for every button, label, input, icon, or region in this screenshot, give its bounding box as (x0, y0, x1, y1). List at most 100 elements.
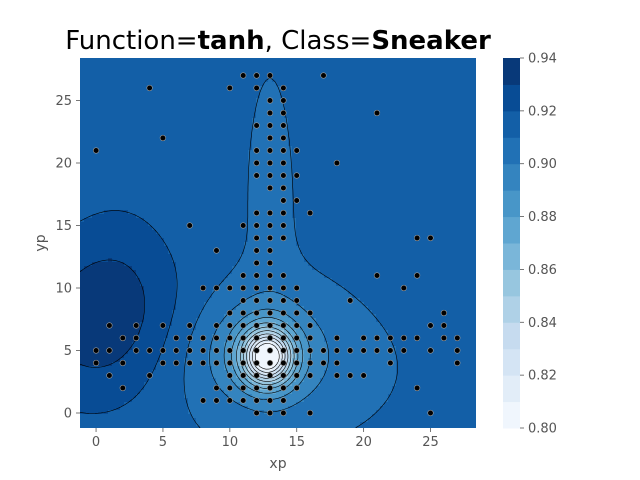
data-point (293, 284, 300, 292)
y-tick-label: 25 (55, 94, 72, 109)
data-point (333, 372, 341, 379)
data-point (146, 372, 153, 379)
data-point (293, 297, 300, 304)
x-tick-label: 10 (222, 435, 239, 450)
data-point (280, 122, 287, 129)
data-point (280, 184, 287, 192)
data-point (400, 347, 407, 354)
data-point (266, 247, 274, 254)
colorbar-segment (503, 269, 520, 297)
data-point (387, 334, 394, 342)
data-point (159, 134, 166, 142)
data-point (266, 334, 274, 342)
x-tick-label: 20 (355, 435, 372, 450)
data-point (266, 297, 274, 304)
colorbar-segment (503, 322, 520, 350)
data-point (266, 372, 274, 379)
data-point (266, 309, 274, 317)
data-point (213, 334, 220, 342)
data-point (293, 147, 300, 154)
data-point (146, 84, 153, 92)
data-point (266, 97, 274, 104)
data-point (213, 284, 220, 292)
colorbar-segment (503, 163, 520, 191)
data-point (280, 272, 287, 279)
data-point (360, 372, 367, 379)
data-point (400, 284, 407, 292)
data-point (133, 347, 140, 354)
colorbar-tick-label: 0.82 (528, 369, 557, 384)
data-point (454, 347, 461, 354)
data-point (320, 72, 327, 79)
data-point (293, 372, 300, 379)
data-point (146, 347, 153, 354)
data-point (307, 347, 314, 354)
data-point (253, 209, 260, 217)
data-point (240, 272, 247, 279)
data-point (200, 334, 207, 342)
data-point (280, 84, 287, 92)
data-point (414, 334, 421, 342)
data-point (293, 309, 300, 317)
data-point (186, 347, 193, 354)
data-point (266, 122, 274, 129)
data-point (293, 334, 300, 342)
data-point (253, 284, 260, 292)
data-point (400, 334, 407, 342)
data-point (280, 234, 287, 242)
x-tick-label: 25 (422, 435, 439, 450)
contour-line (80, 210, 178, 414)
data-point (226, 359, 233, 367)
data-point (347, 372, 354, 379)
data-point (373, 109, 381, 117)
data-point (440, 334, 448, 342)
data-point (266, 147, 274, 154)
data-point (266, 322, 274, 329)
data-point (226, 84, 233, 92)
data-point (253, 147, 260, 154)
colorbar-segment (503, 243, 520, 270)
data-point (280, 159, 287, 167)
data-point (92, 359, 100, 367)
data-point (320, 347, 327, 354)
data-point (360, 334, 367, 342)
colorbar-segment (503, 58, 520, 85)
data-point (186, 222, 193, 229)
data-point (307, 322, 314, 329)
data-point (280, 297, 287, 304)
contour-line (80, 259, 145, 368)
data-point (307, 359, 314, 367)
data-point (253, 159, 260, 167)
data-point (293, 384, 300, 392)
data-point (92, 347, 100, 354)
data-point (280, 322, 287, 329)
data-point (159, 359, 166, 367)
data-point (186, 334, 193, 342)
data-point (266, 284, 274, 292)
data-point (133, 334, 140, 342)
colorbar-tick-label: 0.92 (528, 104, 557, 119)
data-point (253, 272, 260, 279)
data-point (440, 322, 448, 329)
data-point (280, 372, 287, 379)
y-tick-label: 20 (55, 157, 72, 172)
data-point (280, 284, 287, 292)
data-point (280, 222, 287, 229)
colorbar-segment (503, 84, 520, 112)
data-point (266, 347, 274, 354)
data-point (266, 184, 274, 192)
data-point (333, 347, 341, 354)
data-point (293, 359, 300, 367)
data-point (159, 347, 166, 354)
y-tick-label: 0 (64, 407, 72, 422)
data-point (266, 259, 274, 267)
data-point (266, 234, 274, 242)
data-point (293, 347, 300, 354)
colorbar-segment (503, 295, 520, 323)
colorbar-segment (503, 375, 520, 403)
data-point (307, 409, 314, 417)
x-axis: 0 5 10 15 20 25 (92, 428, 439, 450)
colorbar-segment (503, 190, 520, 218)
data-point (200, 359, 207, 367)
